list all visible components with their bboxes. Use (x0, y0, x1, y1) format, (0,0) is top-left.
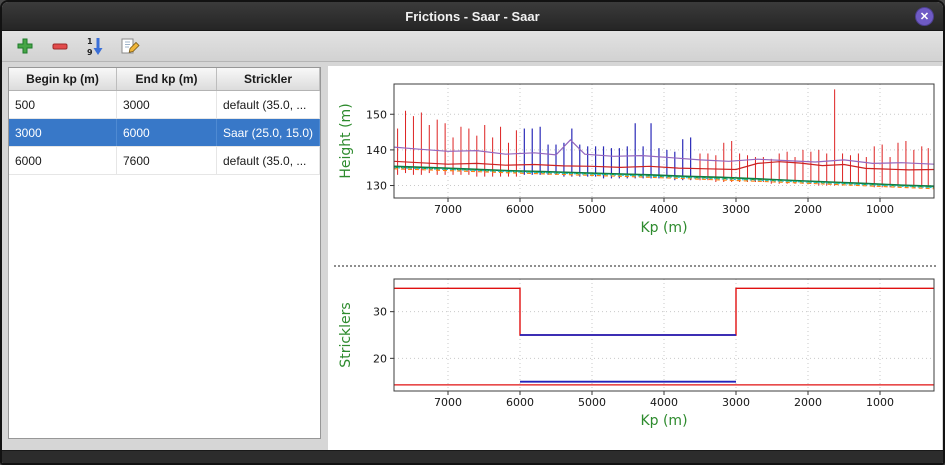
svg-text:1: 1 (87, 37, 93, 46)
svg-text:3000: 3000 (722, 203, 750, 216)
svg-text:9: 9 (87, 48, 93, 57)
svg-text:2000: 2000 (794, 396, 822, 409)
svg-text:3000: 3000 (722, 396, 750, 409)
svg-text:5000: 5000 (578, 396, 606, 409)
table-cell[interactable]: 7600 (117, 147, 217, 174)
remove-friction-button[interactable] (47, 33, 73, 59)
svg-text:1000: 1000 (866, 203, 894, 216)
table-row[interactable]: 6000 7600 default (35.0, ... (9, 147, 320, 175)
main-content: Begin kp (m) End kp (m) Strickler 500 300… (2, 64, 943, 450)
close-button[interactable]: ✕ (915, 7, 934, 26)
table-cell[interactable]: 500 (9, 91, 117, 118)
svg-text:4000: 4000 (650, 396, 678, 409)
svg-text:150: 150 (366, 108, 387, 121)
svg-text:140: 140 (366, 144, 387, 157)
titlebar[interactable]: Frictions - Saar - Saar ✕ (2, 2, 943, 31)
table-row[interactable]: 500 3000 default (35.0, ... (9, 91, 320, 119)
plus-icon (17, 38, 33, 54)
chart-splitter[interactable] (334, 265, 936, 269)
svg-text:130: 130 (366, 180, 387, 193)
close-icon: ✕ (919, 11, 930, 23)
svg-text:30: 30 (373, 306, 387, 319)
add-friction-button[interactable] (12, 33, 38, 59)
toolbar: 1 9 (2, 31, 943, 62)
svg-text:5000: 5000 (578, 203, 606, 216)
svg-text:2000: 2000 (794, 203, 822, 216)
table-cell[interactable]: default (35.0, ... (217, 147, 320, 174)
svg-text:6000: 6000 (506, 203, 534, 216)
table-row[interactable]: 3000 6000 Saar (25.0, 15.0) (9, 119, 320, 147)
edit-pencil-icon (121, 38, 140, 54)
column-header-end-kp[interactable]: End kp (m) (117, 68, 217, 90)
column-header-strickler[interactable]: Strickler (217, 68, 320, 90)
table-cell[interactable]: 6000 (117, 119, 217, 146)
table-body: 500 3000 default (35.0, ... 3000 6000 Saar (2… (9, 91, 320, 175)
window-title: Frictions - Saar - Saar (405, 8, 540, 24)
sort-ascending-icon: 1 9 (87, 37, 103, 57)
table-header: Begin kp (m) End kp (m) Strickler (9, 68, 320, 91)
table-cell[interactable]: default (35.0, ... (217, 91, 320, 118)
minus-icon (52, 43, 68, 50)
svg-text:Kp (m): Kp (m) (640, 413, 687, 429)
window-footer (2, 450, 943, 463)
svg-text:7000: 7000 (434, 203, 462, 216)
edit-friction-button[interactable] (117, 33, 143, 59)
table-cell[interactable]: Saar (25.0, 15.0) (217, 119, 320, 146)
charts-panel: 7000 6000 5000 4000 3000 2000 1000 130 140 150 Kp … (328, 66, 942, 450)
svg-text:1000: 1000 (866, 396, 894, 409)
frictions-table: Begin kp (m) End kp (m) Strickler 500 300… (8, 67, 321, 439)
column-header-begin-kp[interactable]: Begin kp (m) (9, 68, 117, 90)
svg-text:20: 20 (373, 352, 387, 365)
svg-text:Stricklers: Stricklers (338, 302, 354, 367)
svg-text:6000: 6000 (506, 396, 534, 409)
svg-text:Kp (m): Kp (m) (640, 220, 687, 236)
svg-text:7000: 7000 (434, 396, 462, 409)
table-cell[interactable]: 3000 (117, 91, 217, 118)
svg-text:Height (m): Height (m) (338, 103, 354, 178)
height-chart[interactable]: 7000 6000 5000 4000 3000 2000 1000 130 140 150 Kp … (328, 66, 942, 263)
svg-text:4000: 4000 (650, 203, 678, 216)
table-cell[interactable]: 6000 (9, 147, 117, 174)
stricklers-chart[interactable]: 7000 6000 5000 4000 3000 2000 1000 20 30 Kp (m) St… (328, 271, 942, 452)
table-cell[interactable]: 3000 (9, 119, 117, 146)
sort-button[interactable]: 1 9 (82, 33, 108, 59)
